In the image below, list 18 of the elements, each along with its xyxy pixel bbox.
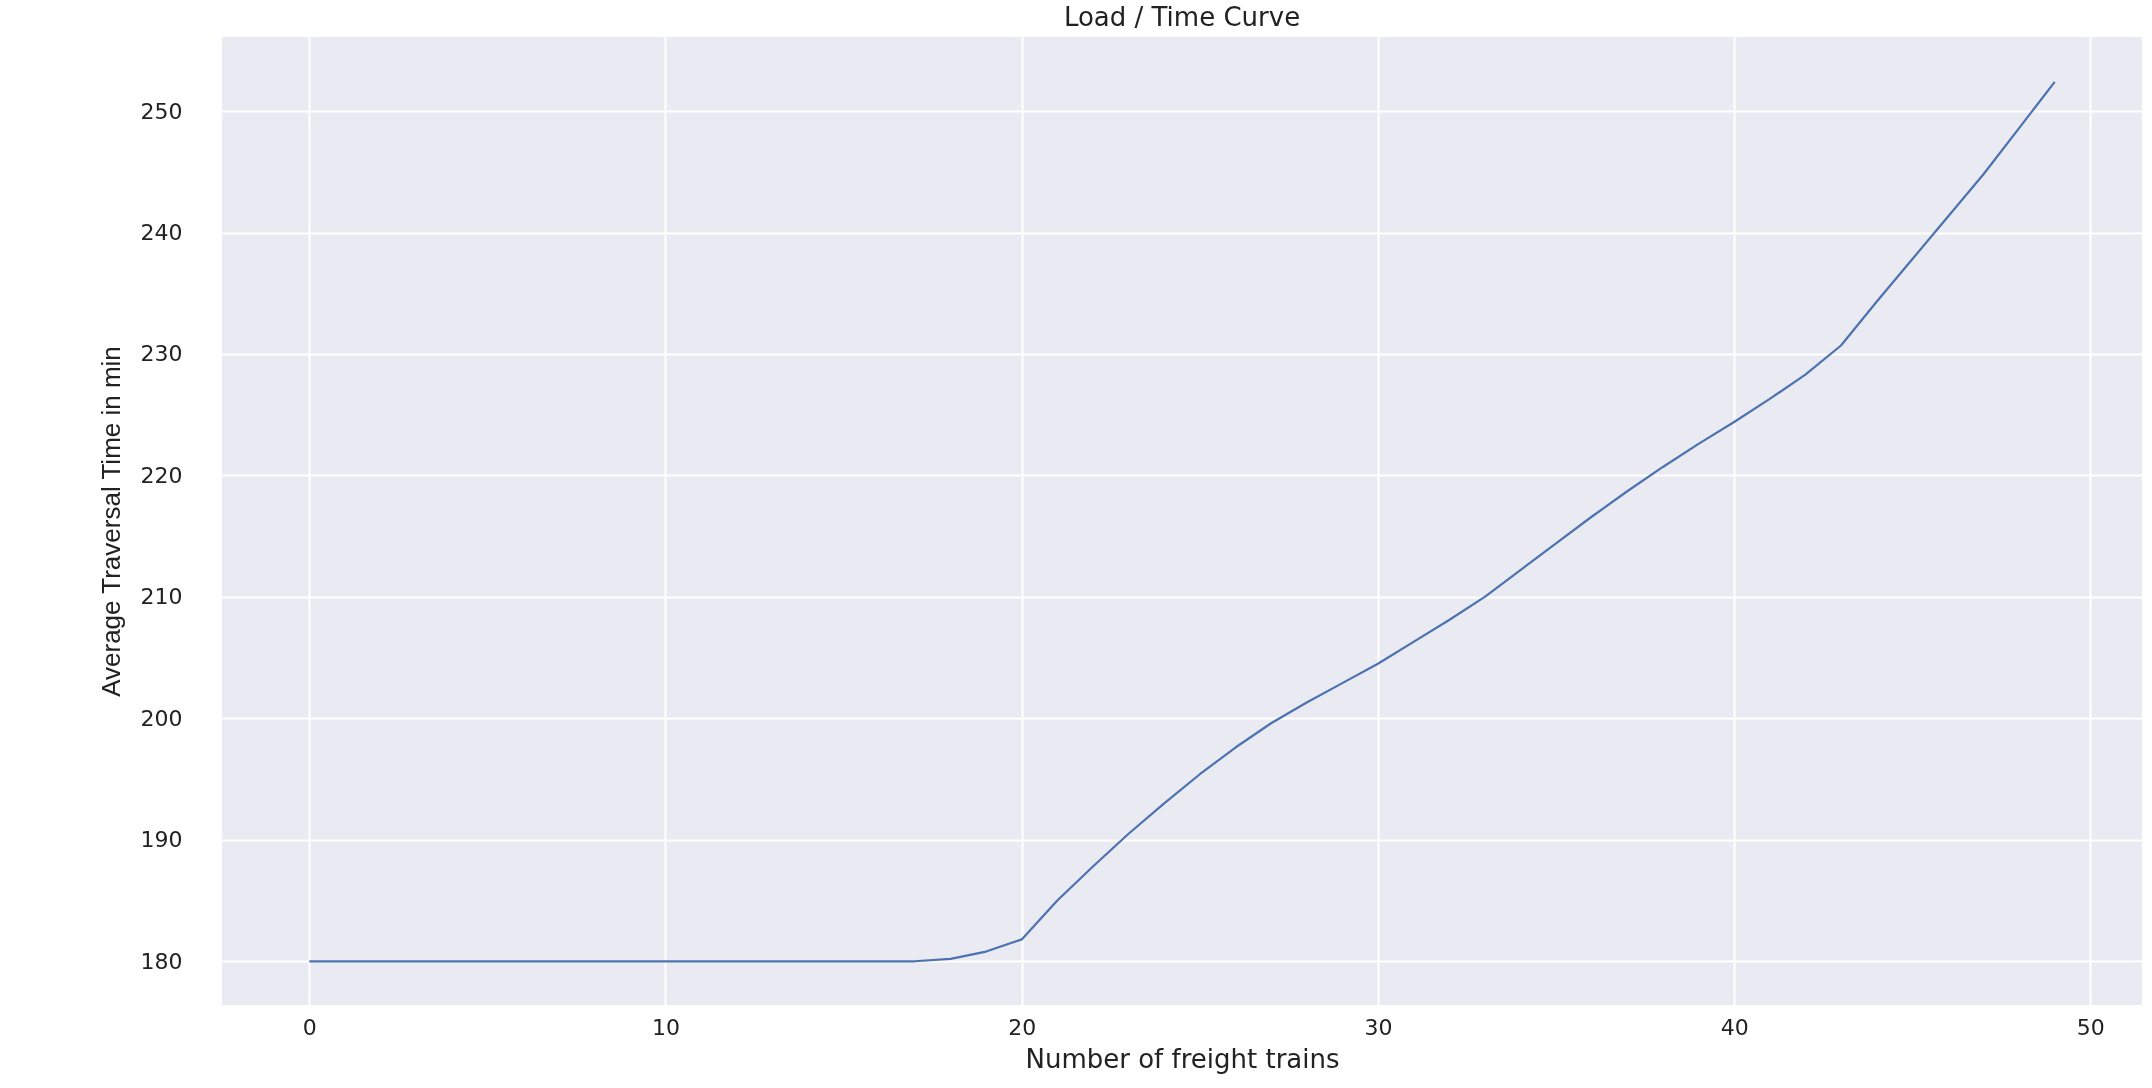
- x-tick-label: 0: [302, 1014, 317, 1040]
- y-tick-label: 250: [140, 98, 183, 124]
- y-tick-label: 200: [140, 705, 183, 731]
- y-tick-label: 220: [140, 462, 183, 488]
- y-tick-label: 180: [140, 948, 183, 974]
- y-tick-label: 240: [140, 220, 183, 246]
- x-tick-label: 40: [1720, 1014, 1749, 1040]
- line-series: [308, 80, 2056, 963]
- x-tick-label: 50: [2076, 1014, 2105, 1040]
- x-tick-label: 30: [1364, 1014, 1393, 1040]
- y-axis-title: Average Traversal Time in min: [95, 346, 126, 697]
- y-tick-label: 210: [140, 584, 183, 610]
- x-tick-label: 10: [651, 1014, 680, 1040]
- x-axis-title: Number of freight trains: [1025, 1043, 1340, 1074]
- y-tick-label: 230: [140, 341, 183, 367]
- chart-title: Load / Time Curve: [1063, 2, 1301, 32]
- y-tick-label: 190: [140, 827, 183, 853]
- x-tick-label: 20: [1008, 1014, 1037, 1040]
